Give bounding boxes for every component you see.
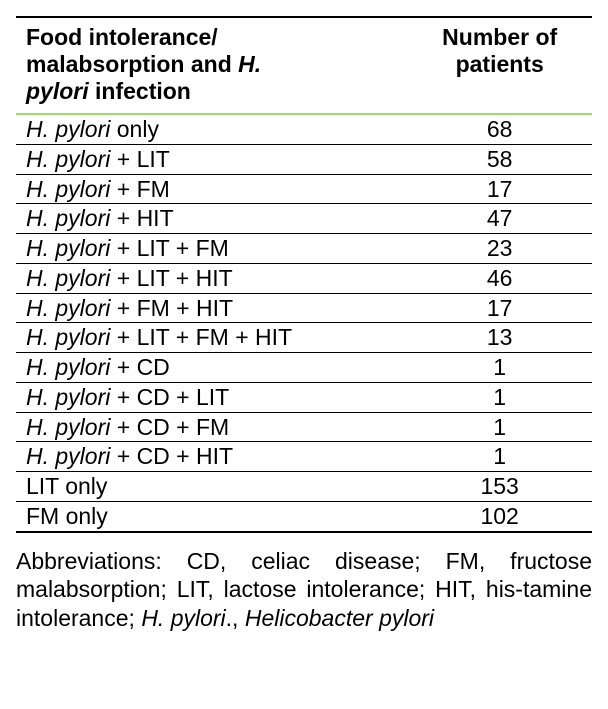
table-row: H. pylori + FM17: [16, 174, 592, 204]
table-row: LIT only153: [16, 472, 592, 502]
cell-condition: FM only: [16, 501, 407, 531]
table-row: H. pylori + LIT + FM + HIT13: [16, 323, 592, 353]
cell-condition: H. pylori + CD + LIT: [16, 382, 407, 412]
cell-count: 68: [407, 114, 592, 144]
cell-count: 58: [407, 144, 592, 174]
cell-count: 13: [407, 323, 592, 353]
cell-count: 23: [407, 234, 592, 264]
col-header-count: Number ofpatients: [407, 17, 592, 113]
table-row: H. pylori + CD + FM1: [16, 412, 592, 442]
cell-count: 1: [407, 412, 592, 442]
cell-count: 17: [407, 293, 592, 323]
cell-count: 47: [407, 204, 592, 234]
cell-condition: H. pylori + LIT + FM: [16, 234, 407, 264]
table-body: H. pylori only68H. pylori + LIT58H. pylo…: [16, 114, 592, 532]
table-row: H. pylori + FM + HIT17: [16, 293, 592, 323]
table-row: H. pylori + LIT + HIT46: [16, 263, 592, 293]
table-row: H. pylori + CD1: [16, 353, 592, 383]
table-row: H. pylori + HIT47: [16, 204, 592, 234]
cell-condition: H. pylori + LIT + FM + HIT: [16, 323, 407, 353]
cell-condition: H. pylori + FM + HIT: [16, 293, 407, 323]
cell-condition: H. pylori + CD: [16, 353, 407, 383]
table-row: H. pylori + LIT + FM23: [16, 234, 592, 264]
cell-condition: H. pylori + LIT: [16, 144, 407, 174]
data-table: Food intolerance/malabsorption and H.pyl…: [16, 16, 592, 533]
cell-condition: LIT only: [16, 472, 407, 502]
cell-count: 153: [407, 472, 592, 502]
cell-condition: H. pylori only: [16, 114, 407, 144]
header-row: Food intolerance/malabsorption and H.pyl…: [16, 17, 592, 113]
col-header-condition: Food intolerance/malabsorption and H.pyl…: [16, 17, 407, 113]
cell-condition: H. pylori + LIT + HIT: [16, 263, 407, 293]
cell-condition: H. pylori + HIT: [16, 204, 407, 234]
table-row: H. pylori + LIT58: [16, 144, 592, 174]
table-row: H. pylori + CD + LIT1: [16, 382, 592, 412]
abbreviations-caption: Abbreviations: CD, celiac disease; FM, f…: [16, 547, 592, 633]
cell-count: 1: [407, 382, 592, 412]
cell-count: 102: [407, 501, 592, 531]
cell-count: 17: [407, 174, 592, 204]
cell-count: 1: [407, 353, 592, 383]
table-row: H. pylori + CD + HIT1: [16, 442, 592, 472]
table-row: H. pylori only68: [16, 114, 592, 144]
cell-count: 1: [407, 442, 592, 472]
cell-count: 46: [407, 263, 592, 293]
cell-condition: H. pylori + CD + HIT: [16, 442, 407, 472]
table-row: FM only102: [16, 501, 592, 531]
cell-condition: H. pylori + CD + FM: [16, 412, 407, 442]
cell-condition: H. pylori + FM: [16, 174, 407, 204]
